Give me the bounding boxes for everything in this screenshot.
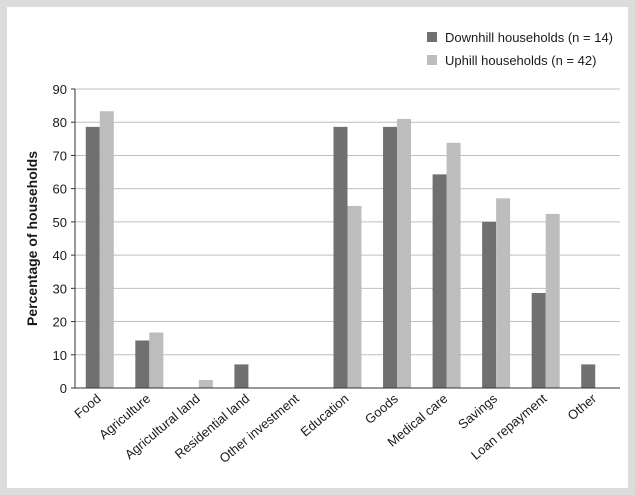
y-tick-label: 70 [53, 148, 67, 163]
x-tick-label: Education [297, 391, 351, 440]
y-tick-label: 90 [53, 82, 67, 97]
legend-label: Downhill households (n = 14) [445, 30, 613, 45]
y-tick-label: 0 [60, 381, 67, 396]
x-tick-label: Other [565, 390, 600, 423]
bar-downhill [482, 221, 497, 388]
bar-uphill [99, 111, 114, 389]
bar-downhill [333, 126, 348, 388]
y-tick-label: 40 [53, 248, 67, 263]
bar-uphill [545, 213, 560, 388]
y-axis: 0 10 20 30 40 50 60 70 80 90 [53, 82, 76, 396]
legend-label: Uphill households (n = 42) [445, 53, 596, 68]
legend-swatch [427, 55, 437, 65]
bar-uphill [397, 118, 412, 389]
y-tick-label: 10 [53, 348, 67, 363]
bar-downhill [135, 340, 150, 388]
bar-uphill [446, 142, 461, 388]
bar-downhill [383, 126, 398, 388]
y-axis-label: Percentage of households [24, 151, 40, 326]
bar-downhill [432, 174, 447, 388]
bar-downhill [531, 292, 546, 388]
legend: Downhill households (n = 14) Uphill house… [427, 30, 613, 68]
y-tick-label: 30 [53, 281, 67, 296]
bar-downhill [581, 364, 596, 388]
bar-uphill [496, 198, 511, 388]
legend-swatch [427, 32, 437, 42]
bars [85, 111, 596, 389]
bar-uphill [198, 380, 213, 388]
x-tick-label: Goods [362, 390, 401, 426]
bar-downhill [85, 126, 100, 388]
x-tick-label: Savings [455, 390, 500, 432]
bar-uphill [149, 332, 164, 388]
x-tick-label: Food [71, 391, 103, 422]
chart-panel: 0 10 20 30 40 50 60 70 80 90 Food Agriculture Agric… [7, 7, 628, 488]
bar-chart: 0 10 20 30 40 50 60 70 80 90 FoodAgricultureAgric… [24, 30, 620, 466]
y-tick-label: 80 [53, 115, 67, 130]
bar-downhill [234, 364, 249, 388]
bar-uphill [347, 205, 362, 388]
y-tick-label: 20 [53, 315, 67, 330]
y-tick-label: 60 [53, 182, 67, 197]
y-tick-label: 50 [53, 215, 67, 230]
